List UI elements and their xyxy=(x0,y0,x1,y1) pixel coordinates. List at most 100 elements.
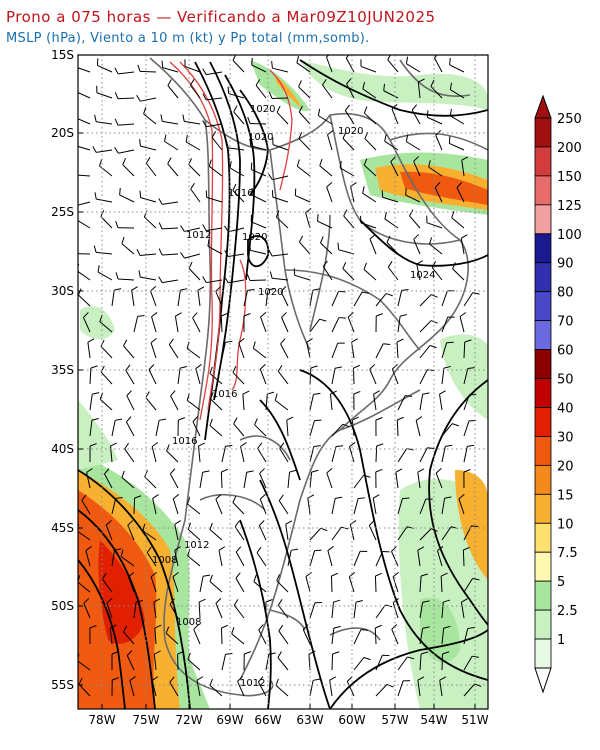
legend-label: 50 xyxy=(557,373,574,388)
wind-barb xyxy=(441,341,454,359)
wind-barb xyxy=(143,107,157,125)
wind-barb xyxy=(186,341,201,359)
wind-barb xyxy=(136,95,157,102)
wind-barb xyxy=(287,469,297,489)
wind-barb xyxy=(349,442,356,463)
wind-barb xyxy=(337,242,355,255)
lat-tick-label: 25S xyxy=(51,205,74,219)
wind-barb xyxy=(210,392,223,411)
map-title: Prono a 075 horas — Verificando a Mar09Z… xyxy=(6,8,436,26)
wind-barb xyxy=(227,86,245,99)
wind-barb xyxy=(375,443,384,463)
wind-barb xyxy=(87,338,95,359)
wind-barb xyxy=(257,676,267,697)
wind-barb xyxy=(123,339,135,359)
isobar-label: 1012 xyxy=(240,678,265,689)
wind-barb xyxy=(302,624,311,645)
lon-tick-label: 51W xyxy=(461,713,488,727)
wind-barb xyxy=(136,249,157,257)
legend-label: 70 xyxy=(557,315,574,330)
wind-barb xyxy=(114,147,135,154)
wind-barb xyxy=(246,273,267,282)
wind-barb xyxy=(390,156,399,177)
wind-barb xyxy=(386,235,399,255)
legend-swatch xyxy=(534,349,552,379)
isobar-label: 1024 xyxy=(410,270,435,281)
wind-barb xyxy=(126,390,135,411)
wind-barb xyxy=(96,85,113,99)
wind-barb xyxy=(202,68,223,76)
wind-barb xyxy=(449,57,465,73)
wind-barb xyxy=(169,676,179,697)
legend-label: 10 xyxy=(557,517,574,532)
wind-barb xyxy=(271,190,289,203)
wind-barb xyxy=(325,55,333,73)
wind-barb xyxy=(78,677,91,697)
wind-barb xyxy=(133,600,143,619)
wind-barb xyxy=(187,652,201,671)
wind-barb xyxy=(317,214,333,229)
wind-barb xyxy=(353,497,366,515)
wind-barb xyxy=(449,108,465,125)
wind-barb xyxy=(463,367,475,385)
wind-barb xyxy=(347,312,355,333)
wind-barb xyxy=(419,392,430,411)
wind-barb xyxy=(434,182,443,203)
wind-barb xyxy=(124,442,135,463)
wind-barb xyxy=(97,265,113,281)
wind-barb xyxy=(158,222,179,230)
wind-barb xyxy=(309,392,321,411)
wind-barb xyxy=(298,131,311,151)
wind-barb xyxy=(192,416,201,437)
wind-barb xyxy=(111,548,122,567)
wind-barb xyxy=(441,444,453,463)
wind-barb xyxy=(375,293,393,307)
wind-barb xyxy=(78,118,91,125)
wind-barb xyxy=(158,276,179,284)
wind-barb xyxy=(142,523,157,541)
wind-barb xyxy=(129,676,136,697)
legend-swatch xyxy=(534,320,552,350)
legend-swatch xyxy=(534,204,552,235)
lat-tick-label: 45S xyxy=(51,521,74,535)
wind-barb xyxy=(419,447,435,463)
wind-barb xyxy=(274,393,289,411)
wind-barb xyxy=(351,338,358,359)
wind-barb xyxy=(344,104,355,125)
wind-barb xyxy=(397,395,413,411)
wind-barb xyxy=(353,656,371,671)
legend-label: 5 xyxy=(557,575,565,590)
isobar-label: 1012 xyxy=(186,230,211,241)
wind-barb xyxy=(368,520,377,541)
wind-barb xyxy=(309,601,322,619)
wind-barb xyxy=(115,220,135,229)
wind-barb xyxy=(148,364,157,385)
wind-barb xyxy=(234,520,245,541)
legend-swatch xyxy=(534,580,552,611)
wind-barb xyxy=(146,546,157,567)
wind-barb xyxy=(440,572,448,593)
wind-barb xyxy=(281,312,289,333)
wind-barb xyxy=(396,338,404,359)
wind-barb xyxy=(169,598,179,619)
wind-barb xyxy=(233,599,245,619)
wind-barb xyxy=(307,494,315,515)
wind-barb xyxy=(280,338,289,359)
wind-barb xyxy=(363,158,377,177)
wind-barb xyxy=(232,183,245,203)
wind-barb xyxy=(327,546,334,567)
legend-label: 60 xyxy=(557,344,574,359)
wind-barb xyxy=(463,683,482,697)
legend-label: 90 xyxy=(557,257,574,272)
wind-barb xyxy=(265,287,275,307)
wind-barb xyxy=(198,598,206,619)
wind-barb xyxy=(462,546,471,567)
wind-barb xyxy=(167,157,179,177)
wind-barb xyxy=(220,468,229,489)
wind-barb xyxy=(277,599,289,619)
wind-barb xyxy=(259,468,267,489)
wind-barb xyxy=(85,546,92,567)
wind-barb xyxy=(259,364,267,385)
wind-barb xyxy=(145,157,157,177)
isobar-label: 1020 xyxy=(258,287,283,298)
